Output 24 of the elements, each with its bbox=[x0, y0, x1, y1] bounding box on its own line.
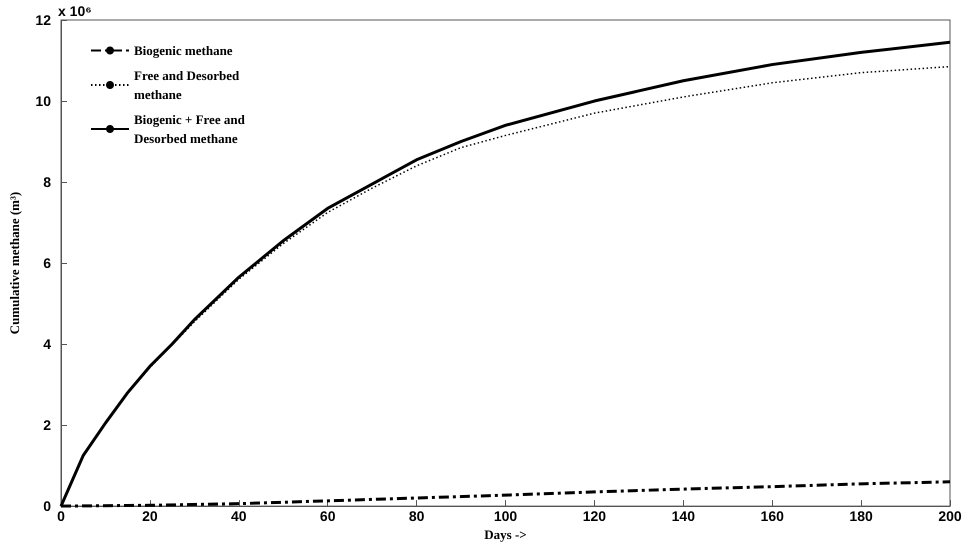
x-tick-label: 60 bbox=[320, 508, 336, 524]
legend-label: Biogenic + Free and Desorbed methane bbox=[134, 112, 248, 146]
x-tick-label: 180 bbox=[849, 508, 873, 524]
x-tick-label: 120 bbox=[582, 508, 606, 524]
x-tick-label: 40 bbox=[231, 508, 247, 524]
x-tick-label: 80 bbox=[408, 508, 425, 524]
x-tick-label: 0 bbox=[57, 508, 66, 524]
x-tick-label: 100 bbox=[494, 508, 518, 524]
y-axis-title: Cumulative methane (m³) bbox=[7, 192, 22, 334]
legend-label: Biogenic methane bbox=[134, 43, 233, 58]
y-tick-label: 0 bbox=[43, 498, 52, 514]
legend-label: Free and Desorbed methane bbox=[134, 68, 242, 102]
y-tick-label: 4 bbox=[43, 336, 52, 352]
y-tick-label: 2 bbox=[43, 417, 52, 434]
y-tick-label: 12 bbox=[35, 12, 52, 28]
y-tick-label: 6 bbox=[43, 255, 52, 272]
x-tick-label: 160 bbox=[760, 508, 784, 524]
text: x 10⁶ bbox=[58, 3, 92, 19]
x-tick-label: 20 bbox=[142, 508, 158, 524]
x-tick-label: 140 bbox=[672, 508, 696, 524]
y-tick-label: 8 bbox=[43, 174, 52, 190]
x-axis-title: Days -> bbox=[484, 527, 527, 542]
y-tick-label: 10 bbox=[35, 93, 52, 110]
x-tick-label: 200 bbox=[938, 508, 962, 524]
